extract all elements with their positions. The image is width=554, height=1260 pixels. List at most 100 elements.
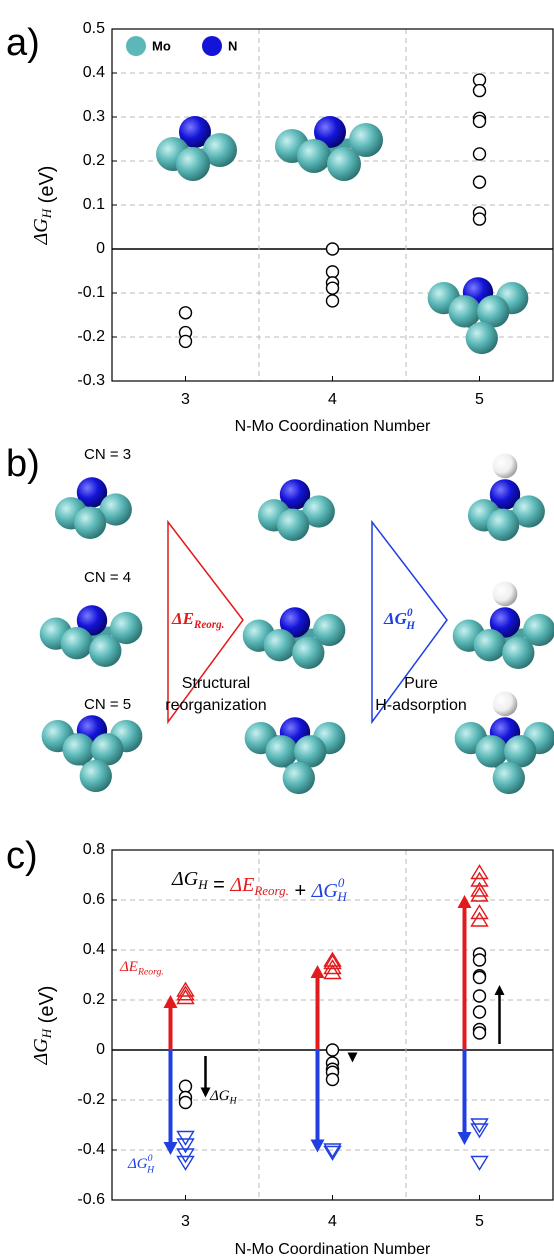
arrow-head [495, 985, 505, 995]
data-point [474, 85, 486, 97]
y-tick-label: -0.3 [77, 372, 105, 389]
atom [63, 733, 95, 765]
y-tick-label: 0.2 [83, 152, 105, 169]
data-point [474, 1006, 486, 1018]
atom [487, 509, 519, 541]
eq-sub: Reorg. [253, 883, 289, 898]
atom [297, 139, 331, 173]
data-point [180, 1080, 192, 1092]
y-tick-label: 0.3 [83, 108, 105, 125]
math-label: ΔEReorg. [171, 609, 224, 631]
math-main: ΔG [30, 1038, 52, 1066]
step-caption: reorganization [165, 697, 266, 714]
legend-label: N [228, 38, 237, 53]
x-tick-label: 4 [328, 391, 337, 408]
data-point [180, 1097, 192, 1109]
math-sub: H [405, 619, 415, 631]
row-label: CN = 4 [84, 569, 131, 586]
atom [277, 509, 309, 541]
data-point [474, 990, 486, 1002]
y-tick-label: -0.6 [77, 1191, 105, 1208]
atom [493, 582, 518, 607]
x-tick-label: 5 [475, 1213, 484, 1230]
x-tick-label: 5 [475, 391, 484, 408]
page: {"chart_data": [ {"type": "scatter", "la… [0, 0, 554, 1260]
atom [61, 627, 93, 659]
y-tick-label: -0.2 [77, 328, 105, 345]
panel-label: b) [6, 443, 40, 485]
y-tick-label: 0.4 [83, 64, 105, 81]
atom [502, 637, 534, 669]
atom [80, 760, 112, 792]
atom [264, 629, 296, 661]
math-sub: Reorg. [193, 619, 224, 631]
atom [176, 147, 210, 181]
atom [292, 637, 324, 669]
y-tick-label: 0.2 [83, 991, 105, 1008]
math-main: ΔG [383, 609, 408, 628]
math-label: ΔGH [209, 1088, 238, 1106]
math-label: ΔGH (eV) [30, 986, 59, 1066]
y-tick-label: -0.2 [77, 1091, 105, 1108]
atom [327, 147, 361, 181]
math-sub: H [146, 1164, 155, 1175]
atom [493, 762, 525, 794]
x-tick-label: 3 [181, 391, 190, 408]
data-point [327, 1074, 339, 1086]
math-main: ΔE [171, 609, 194, 628]
arrow-head [348, 1053, 358, 1063]
arrow-head [311, 1140, 325, 1153]
atom [466, 322, 498, 354]
data-point [325, 966, 341, 979]
legend-swatch [202, 36, 222, 56]
y-tick-label: 0 [96, 240, 105, 257]
arrow-head [458, 1132, 472, 1145]
eq-main: ΔG [311, 880, 339, 902]
step-caption: H-adsorption [375, 697, 467, 714]
arrow-head [458, 895, 472, 908]
data-point [474, 213, 486, 225]
data-point [327, 282, 339, 294]
eq-sub: H [197, 877, 208, 892]
math-sub: H [229, 1096, 238, 1107]
atom [493, 454, 518, 479]
arrow-head [311, 965, 325, 978]
figure: a)-0.3-0.2-0.100.10.20.30.40.5345N-Mo Co… [0, 0, 554, 1260]
data-point [327, 266, 339, 278]
math-sup: 0 [407, 607, 413, 619]
x-axis-label: N-Mo Coordination Number [235, 418, 431, 435]
math-sub: Reorg. [137, 967, 164, 978]
math-sup: 0 [148, 1153, 153, 1164]
math-label: ΔEReorg. [119, 959, 164, 977]
atom [474, 629, 506, 661]
data-point [474, 176, 486, 188]
step-caption: Structural [182, 675, 250, 692]
x-tick-label: 3 [181, 1213, 190, 1230]
arrow-head [164, 1142, 178, 1155]
atom [476, 735, 508, 767]
y-tick-label: 0.6 [83, 891, 105, 908]
atom [283, 762, 315, 794]
math-main: ΔE [119, 959, 138, 975]
math-unit: (eV) [36, 986, 58, 1029]
data-point [474, 115, 486, 127]
data-point [474, 954, 486, 966]
panel-label: c) [6, 835, 38, 877]
step-caption: Pure [404, 675, 438, 692]
math-label: ΔGH (eV) [30, 166, 59, 246]
y-tick-label: 0 [96, 1041, 105, 1058]
plot-frame [112, 850, 553, 1200]
data-point [180, 335, 192, 347]
data-point [472, 1119, 488, 1132]
y-tick-label: 0.4 [83, 941, 105, 958]
arrow-head [201, 1088, 211, 1098]
eq-sup: 0 [338, 875, 345, 890]
data-point [474, 972, 486, 984]
atom [493, 692, 518, 717]
data-point [327, 1044, 339, 1056]
atom [266, 735, 298, 767]
arrow-head [164, 995, 178, 1008]
eq-main: = [208, 874, 231, 896]
data-point [472, 1157, 488, 1170]
